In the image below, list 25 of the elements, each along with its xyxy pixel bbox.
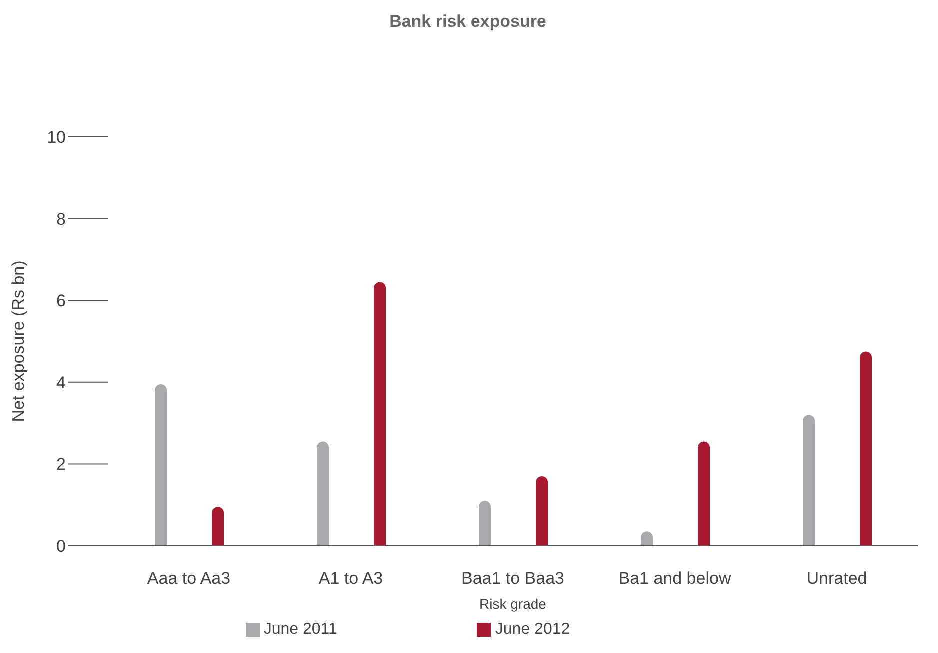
y-tick-label: 2 [56,455,66,474]
bar [317,442,329,546]
legend-label: June 2012 [495,621,570,638]
bar [803,415,815,546]
bar [479,501,491,546]
bar [212,507,224,546]
x-tick-label: Baa1 to Baa3 [461,569,565,588]
x-axis-title: Risk grade [480,596,547,612]
x-tick-label: A1 to A3 [318,569,384,588]
y-tick-label: 8 [56,210,66,229]
legend-label: June 2011 [264,621,338,638]
x-tick-label: Aaa to Aa3 [147,569,231,588]
y-tick-label: 4 [56,373,66,392]
bar [698,442,710,546]
bar [536,476,548,546]
y-tick-label: 0 [56,537,66,556]
y-tick-label: 6 [56,292,66,311]
bar [374,282,386,546]
y-tick-label: 10 [47,128,66,148]
chart-title: Bank risk exposure [388,11,548,33]
x-tick-label: Ba1 and below [618,569,732,588]
y-axis-title: Net exposure (Rs bn) [9,260,28,422]
bar [155,384,167,546]
bar [860,352,872,546]
x-tick-label: Unrated [806,569,868,588]
